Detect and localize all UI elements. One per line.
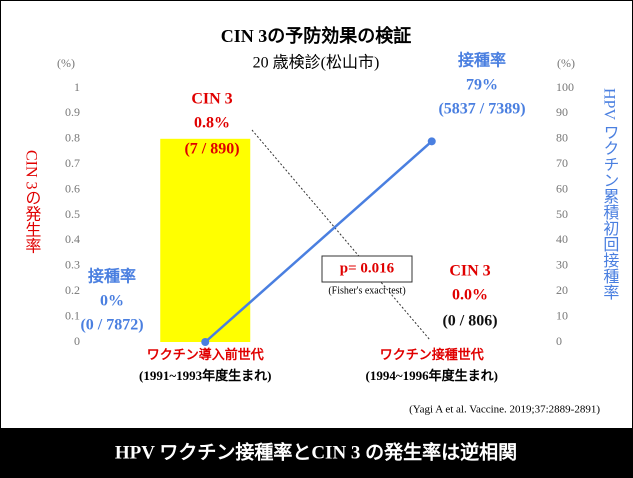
y2-tick-label: 100: [556, 80, 574, 94]
y-unit: (%): [57, 56, 75, 70]
y2-tick-label: 90: [556, 105, 568, 119]
y-tick-label: 0.8: [65, 131, 80, 145]
p-value-box: [321, 255, 413, 283]
series-name-label: 接種率: [88, 267, 136, 286]
x-tick-sublabel: (1994~1996年度生まれ): [366, 368, 498, 383]
count-label: (0 / 7872): [80, 317, 143, 334]
line-point: [427, 137, 436, 146]
line-point: [201, 338, 210, 346]
data-label: 0.0%: [452, 287, 488, 304]
x-tick-sublabel: (1991~1993年度生まれ): [139, 368, 271, 383]
series-name-label: CIN 3: [449, 263, 490, 280]
y2-tick-label: 10: [556, 308, 568, 322]
line: [204, 140, 433, 343]
footer-band: [0, 428, 633, 478]
x-tick-label: ワクチン導入前世代: [147, 347, 264, 362]
y-axis-label: CIN 3の発生率: [22, 150, 41, 254]
comparison-line: [251, 129, 431, 341]
y-tick-label: 0.5: [65, 207, 80, 221]
x-tick-label: ワクチン接種世代: [380, 347, 484, 362]
count-label: (5837 / 7389): [438, 101, 525, 118]
data-label: 79%: [466, 77, 498, 94]
chart-subtitle: 20 歳検診(松山市): [253, 54, 380, 72]
footer-text: HPV ワクチン接種率とCIN 3 の発生率は逆相関: [115, 440, 517, 463]
y2-tick-label: 80: [556, 131, 568, 145]
chart-title: CIN 3の予防効果の検証: [221, 25, 412, 46]
y-tick-label: 0.6: [65, 181, 80, 195]
y-tick-label: 0.1: [65, 308, 80, 322]
y2-tick-label: 70: [556, 156, 568, 170]
y2-tick-label: 50: [556, 207, 568, 221]
citation: (Yagi A et al. Vaccine. 2019;37:2889-289…: [409, 404, 600, 416]
y-tick-label: 0.9: [65, 105, 80, 119]
data-label: 0%: [100, 293, 124, 310]
y-tick-label: 0.4: [65, 232, 80, 246]
bar: [160, 138, 251, 342]
y2-tick-label: 0: [556, 334, 562, 348]
series-name-label: CIN 3: [191, 91, 232, 108]
y2-unit: (%): [557, 56, 575, 70]
y2-tick-label: 30: [556, 258, 568, 272]
test-name: (Fisher's exact test): [328, 285, 405, 296]
y-tick-label: 0.2: [65, 283, 80, 297]
count-label: (0 / 806): [442, 313, 497, 330]
y2-tick-label: 40: [556, 232, 568, 246]
data-label: 0.8%: [194, 115, 230, 132]
y2-tick-label: 20: [556, 283, 568, 297]
y-tick-label: 0: [74, 334, 80, 348]
y-tick-label: 0.7: [65, 156, 80, 170]
y2-tick-label: 60: [556, 181, 568, 195]
p-value: p= 0.016: [340, 260, 395, 276]
count-label: (7 / 890): [184, 141, 239, 158]
y2-axis-label: HPV ワクチン累積初回接種率: [600, 88, 619, 300]
y-tick-label: 1: [74, 80, 80, 94]
series-name-label: 接種率: [458, 51, 506, 70]
y-tick-label: 0.3: [65, 258, 80, 272]
